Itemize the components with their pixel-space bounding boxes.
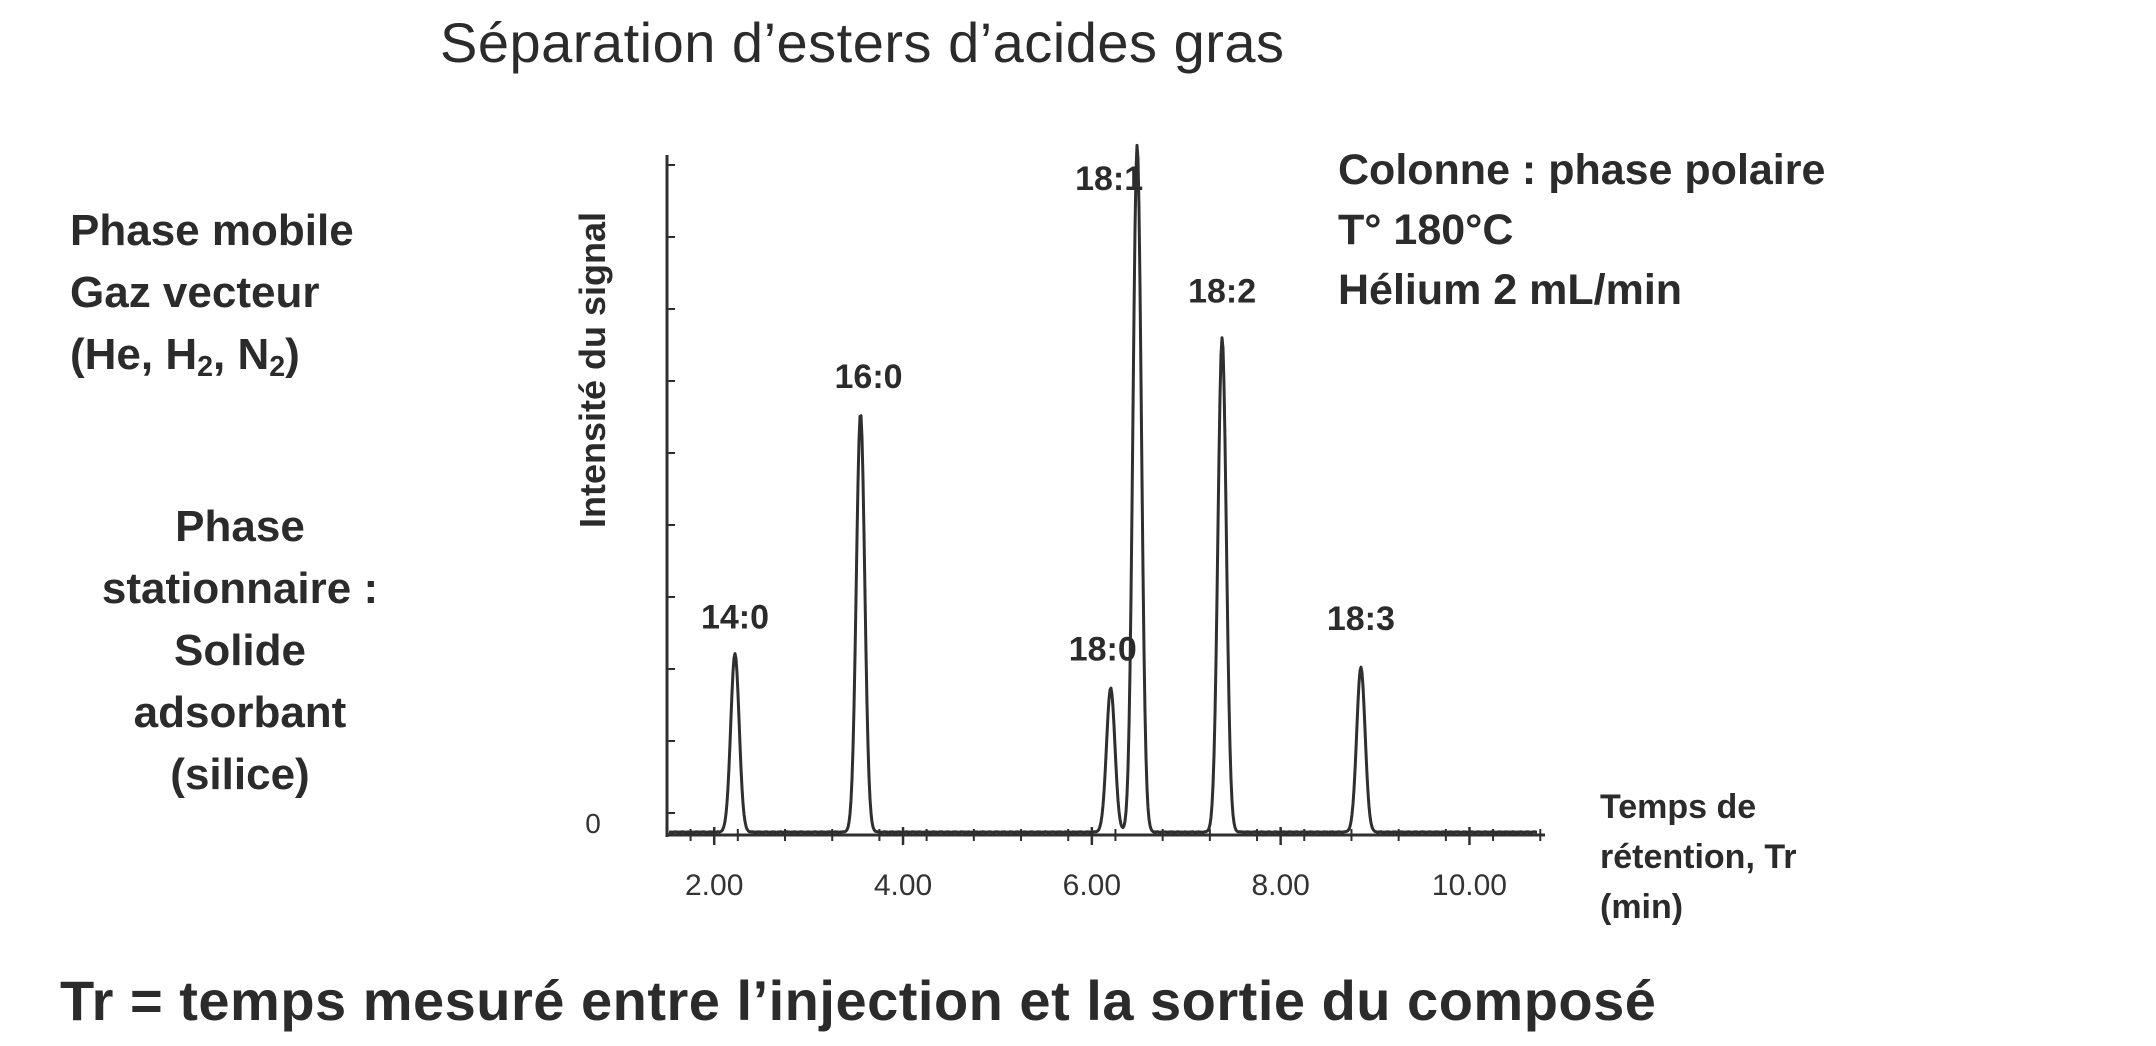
peak-label: 14:0: [701, 598, 769, 636]
n2-subscript: 2: [269, 351, 286, 384]
y-axis-label: Intensité du signal: [572, 212, 613, 528]
peak-label: 18:3: [1327, 600, 1395, 638]
gas-list-prefix: (He, H: [70, 330, 198, 379]
chart-title: Séparation d’esters d’acides gras: [440, 11, 1285, 74]
mobile-phase-line3: (He, H2, N2): [70, 324, 354, 398]
gas-list-suffix: ): [285, 330, 300, 379]
y-tick-label: 0: [585, 808, 601, 839]
stationary-line1: Phase: [175, 502, 305, 551]
mobile-phase-description: Phase mobile Gaz vecteur (He, H2, N2): [70, 200, 354, 398]
peak-label: 18:0: [1069, 631, 1137, 669]
x-axis-label-line: Temps de: [1600, 788, 1756, 826]
x-tick-label: 6.00: [1063, 869, 1121, 902]
x-axis-label-line: (min): [1600, 888, 1683, 926]
conditions-line3: Hélium 2 mL/min: [1338, 266, 1683, 314]
conditions-line2: T° 180°C: [1338, 206, 1514, 254]
stationary-line4: adsorbant: [133, 688, 347, 737]
h2-subscript: 2: [197, 351, 214, 384]
conditions-line1: Colonne : phase polaire: [1338, 146, 1826, 194]
footer-definition: Tr = temps mesuré entre l’injection et l…: [60, 969, 1657, 1032]
x-tick-label: 4.00: [874, 869, 932, 902]
x-axis-label-line: rétention, Tr: [1600, 838, 1796, 876]
stationary-phase-description: Phase stationnaire : Solide adsorbant (s…: [40, 496, 440, 806]
peak-label: 18:1: [1075, 160, 1143, 198]
stationary-line5: (silice): [170, 750, 310, 799]
x-tick-label: 8.00: [1251, 869, 1309, 902]
mobile-phase-line2: Gaz vecteur: [70, 268, 320, 317]
chromatogram-trace: [668, 143, 1538, 834]
column-conditions: Colonne : phase polaire T° 180°C Hélium …: [1338, 140, 1825, 320]
x-tick-label: 10.00: [1432, 869, 1507, 902]
stationary-line3: Solide: [173, 626, 307, 675]
peak-label: 18:2: [1188, 272, 1256, 310]
gas-list-mid: , N: [213, 330, 270, 379]
mobile-phase-line1: Phase mobile: [70, 206, 354, 255]
peak-label: 16:0: [835, 358, 903, 396]
x-tick-label: 2.00: [685, 869, 743, 902]
stationary-line2: stationnaire :: [101, 564, 379, 613]
